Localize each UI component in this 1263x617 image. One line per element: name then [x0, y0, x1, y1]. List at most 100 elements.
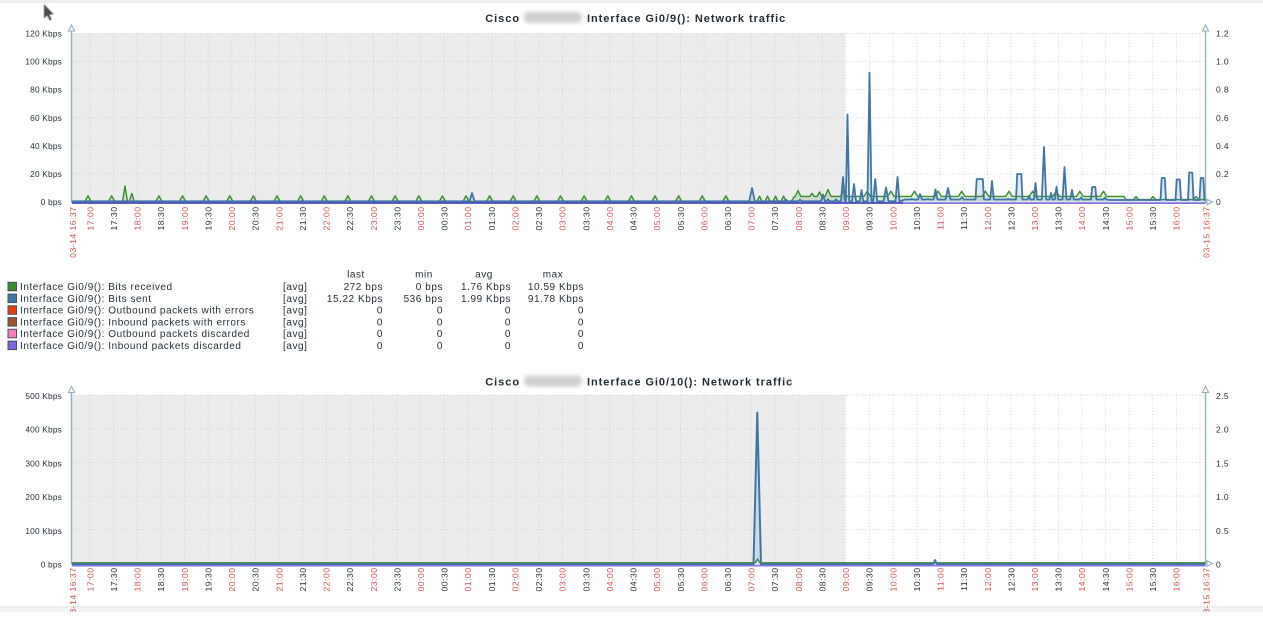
svg-text:03:00: 03:00 [558, 568, 568, 592]
svg-text:09:30: 09:30 [865, 207, 875, 231]
svg-text:08:30: 08:30 [818, 207, 828, 231]
svg-text:500 Kbps: 500 Kbps [25, 391, 62, 401]
svg-text:05:00: 05:00 [652, 568, 662, 592]
svg-text:02:00: 02:00 [511, 568, 521, 592]
svg-text:03-14 16:37: 03-14 16:37 [68, 207, 78, 258]
svg-text:07:00: 07:00 [747, 568, 757, 592]
svg-text:1.0: 1.0 [1216, 492, 1229, 502]
svg-text:07:30: 07:30 [770, 568, 780, 592]
svg-text:[avg]: [avg] [283, 306, 307, 317]
svg-text:0.4: 0.4 [1216, 141, 1229, 151]
svg-text:01:30: 01:30 [487, 568, 497, 592]
svg-text:02:30: 02:30 [534, 207, 544, 231]
svg-text:100 Kbps: 100 Kbps [25, 526, 62, 536]
svg-text:04:00: 04:00 [605, 568, 615, 592]
svg-text:19:00: 19:00 [180, 207, 190, 231]
svg-text:20 Kbps: 20 Kbps [30, 169, 62, 179]
svg-text:10.59 Kbps: 10.59 Kbps [528, 282, 584, 293]
svg-text:17:30: 17:30 [109, 207, 119, 231]
svg-text:06:30: 06:30 [723, 568, 733, 592]
svg-text:0: 0 [377, 341, 383, 352]
svg-text:23:30: 23:30 [392, 568, 402, 592]
svg-text:Interface Gi0/9(): Inbound pac: Interface Gi0/9(): Inbound packets disca… [20, 341, 242, 352]
svg-text:04:30: 04:30 [629, 568, 639, 592]
svg-text:10:00: 10:00 [888, 568, 898, 592]
svg-text:19:30: 19:30 [204, 568, 214, 592]
svg-text:23:00: 23:00 [369, 207, 379, 231]
svg-text:15:30: 15:30 [1148, 207, 1158, 231]
svg-text:avg: avg [475, 270, 493, 281]
svg-text:08:00: 08:00 [794, 207, 804, 231]
svg-text:12:00: 12:00 [983, 568, 993, 592]
svg-text:15:00: 15:00 [1124, 207, 1134, 231]
svg-text:0.6: 0.6 [1216, 113, 1229, 123]
svg-text:Interface Gi0/9(): Outbound pa: Interface Gi0/9(): Outbound packets with… [20, 306, 254, 317]
svg-text:100 Kbps: 100 Kbps [25, 57, 62, 67]
svg-text:1.76 Kbps: 1.76 Kbps [461, 282, 511, 293]
svg-text:300 Kbps: 300 Kbps [25, 458, 62, 468]
svg-text:06:00: 06:00 [699, 207, 709, 231]
svg-text:0: 0 [1216, 197, 1221, 207]
svg-text:272 bps: 272 bps [344, 282, 383, 293]
svg-text:18:30: 18:30 [156, 207, 166, 231]
svg-text:17:30: 17:30 [109, 568, 119, 592]
svg-text:60 Kbps: 60 Kbps [30, 113, 62, 123]
svg-text:Interface Gi0/9(): Outbound pa: Interface Gi0/9(): Outbound packets disc… [20, 329, 250, 340]
svg-text:40 Kbps: 40 Kbps [30, 141, 62, 151]
svg-text:last: last [347, 270, 365, 281]
svg-text:10:30: 10:30 [912, 568, 922, 592]
svg-text:12:00: 12:00 [983, 207, 993, 231]
svg-text:22:30: 22:30 [345, 207, 355, 231]
svg-text:06:00: 06:00 [699, 568, 709, 592]
svg-text:07:30: 07:30 [770, 207, 780, 231]
svg-text:0: 0 [437, 317, 443, 328]
svg-text:0 bps: 0 bps [41, 197, 62, 207]
svg-text:03:00: 03:00 [558, 207, 568, 231]
svg-text:Cisco: Cisco [485, 377, 520, 389]
svg-text:0: 0 [437, 329, 443, 340]
svg-text:Interface Gi0/9(): Bits sent: Interface Gi0/9(): Bits sent [20, 294, 152, 305]
svg-text:12:30: 12:30 [1006, 207, 1016, 231]
svg-text:0: 0 [578, 317, 584, 328]
svg-text:Interface Gi0/9(): Inbound pac: Interface Gi0/9(): Inbound packets with … [20, 317, 246, 328]
svg-text:21:30: 21:30 [298, 568, 308, 592]
svg-text:Interface Gi0/10(): Network tr: Interface Gi0/10(): Network traffic [587, 377, 793, 389]
svg-text:[avg]: [avg] [283, 317, 307, 328]
svg-text:11:30: 11:30 [959, 207, 969, 230]
svg-text:17:00: 17:00 [85, 568, 95, 592]
svg-text:15:00: 15:00 [1124, 568, 1134, 592]
svg-text:0: 0 [437, 306, 443, 317]
svg-text:0: 0 [578, 306, 584, 317]
svg-text:0 bps: 0 bps [416, 282, 443, 293]
svg-text:21:00: 21:00 [274, 568, 284, 592]
svg-text:15.22 Kbps: 15.22 Kbps [327, 294, 383, 305]
svg-text:0.8: 0.8 [1216, 85, 1229, 95]
svg-text:80 Kbps: 80 Kbps [30, 85, 62, 95]
svg-text:03-15 16:37: 03-15 16:37 [1201, 568, 1211, 613]
svg-text:0: 0 [505, 341, 511, 352]
svg-text:[avg]: [avg] [283, 341, 307, 352]
svg-text:22:00: 22:00 [322, 207, 332, 231]
svg-text:08:00: 08:00 [794, 568, 804, 592]
svg-text:10:30: 10:30 [912, 207, 922, 231]
svg-text:2.5: 2.5 [1216, 391, 1229, 401]
svg-text:18:30: 18:30 [156, 568, 166, 592]
svg-text:06:30: 06:30 [723, 207, 733, 231]
svg-text:04:00: 04:00 [605, 207, 615, 231]
svg-text:20:00: 20:00 [227, 568, 237, 592]
svg-text:00:00: 00:00 [416, 568, 426, 592]
svg-text:120 Kbps: 120 Kbps [25, 29, 62, 39]
svg-text:01:00: 01:00 [463, 207, 473, 231]
svg-text:11:00: 11:00 [936, 207, 946, 230]
svg-text:13:30: 13:30 [1054, 207, 1064, 231]
svg-text:0: 0 [578, 341, 584, 352]
svg-text:22:30: 22:30 [345, 568, 355, 592]
svg-text:02:00: 02:00 [511, 207, 521, 231]
svg-text:0: 0 [505, 329, 511, 340]
svg-text:1.0: 1.0 [1216, 57, 1229, 67]
svg-text:00:00: 00:00 [416, 207, 426, 231]
svg-text:0.5: 0.5 [1216, 526, 1229, 536]
svg-text:03:30: 03:30 [581, 568, 591, 592]
svg-text:09:30: 09:30 [865, 568, 875, 592]
svg-text:0: 0 [377, 306, 383, 317]
